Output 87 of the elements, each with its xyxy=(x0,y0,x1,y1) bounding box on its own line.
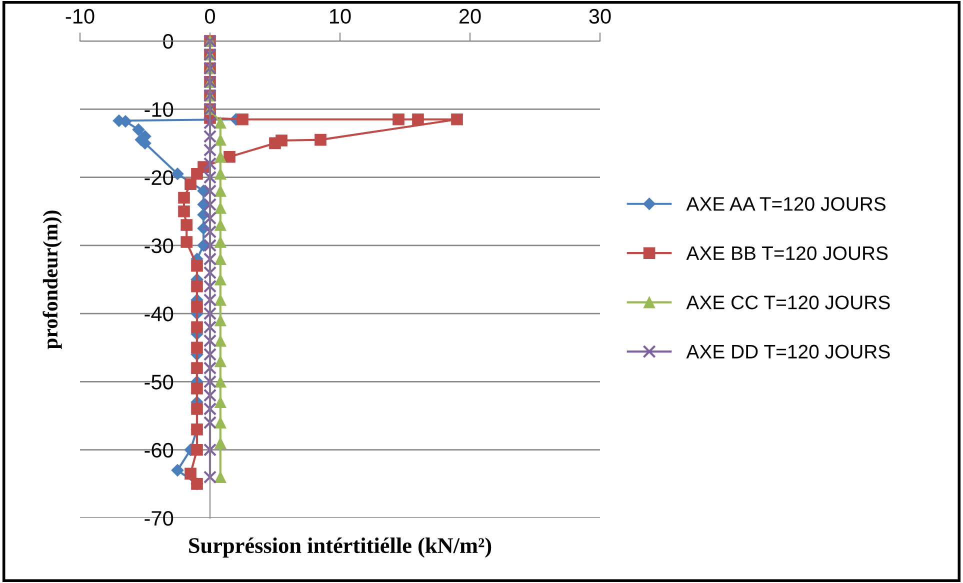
point xyxy=(203,306,217,320)
legend-label: AXE BB T=120 JOURS xyxy=(686,246,888,260)
point xyxy=(203,116,217,130)
point xyxy=(269,137,281,150)
point xyxy=(203,143,217,157)
point xyxy=(214,416,226,429)
point xyxy=(214,376,226,388)
y-tick-label: -70 xyxy=(144,511,174,526)
point xyxy=(203,198,217,212)
point xyxy=(191,260,203,272)
legend-label: AXE DD T=120 JOURS xyxy=(686,344,890,359)
point xyxy=(214,116,226,129)
point xyxy=(191,382,203,394)
point xyxy=(214,471,226,484)
point xyxy=(191,444,203,456)
y-tick-label: -40 xyxy=(144,306,174,322)
point xyxy=(203,212,217,225)
point xyxy=(203,402,217,416)
point xyxy=(214,396,226,408)
point xyxy=(191,280,203,292)
point xyxy=(203,238,217,252)
point xyxy=(191,362,203,374)
point xyxy=(178,192,190,204)
x-tick-label: 20 xyxy=(459,8,481,24)
point xyxy=(392,113,404,126)
point xyxy=(214,253,226,265)
point xyxy=(203,443,217,456)
point xyxy=(214,236,226,248)
point xyxy=(203,157,217,170)
point xyxy=(191,403,203,415)
x-tick-label: -10 xyxy=(66,8,94,24)
point xyxy=(214,134,226,146)
point xyxy=(203,184,217,198)
point xyxy=(203,334,217,348)
point xyxy=(191,168,203,180)
point xyxy=(203,130,217,143)
y-tick-label: -20 xyxy=(144,170,174,186)
x-tick-label: 10 xyxy=(330,8,351,24)
x-tick-label: 30 xyxy=(589,8,611,24)
point xyxy=(214,294,226,306)
point xyxy=(203,320,217,334)
y-axis-title: profondeur(m)) xyxy=(42,210,62,350)
point xyxy=(214,168,226,180)
point xyxy=(203,293,217,307)
point xyxy=(214,150,226,163)
point xyxy=(214,314,226,326)
x-axis-title: Surpréssion intértitiélle (kN/m²) xyxy=(189,537,492,558)
y-tick-label: -60 xyxy=(144,442,174,458)
point xyxy=(203,361,217,375)
point xyxy=(203,375,217,388)
point xyxy=(214,185,226,197)
point xyxy=(191,321,203,334)
point xyxy=(214,202,226,214)
point xyxy=(203,280,217,293)
point xyxy=(214,437,226,449)
point xyxy=(132,123,145,136)
point xyxy=(203,252,217,266)
point xyxy=(191,300,203,313)
legend-label: AXE AA T=120 JOURS xyxy=(686,197,886,211)
point xyxy=(203,225,217,238)
point xyxy=(451,113,463,126)
point xyxy=(203,416,217,430)
point xyxy=(314,134,326,146)
point xyxy=(224,150,236,163)
point xyxy=(180,219,193,231)
point xyxy=(178,205,190,218)
point xyxy=(191,342,203,354)
point xyxy=(203,470,217,484)
x-tick-label: 0 xyxy=(205,8,215,24)
point xyxy=(214,274,226,286)
point xyxy=(214,219,226,231)
y-tick-label: -30 xyxy=(144,238,174,254)
point xyxy=(180,236,193,248)
point xyxy=(214,355,226,368)
y-tick-label: -50 xyxy=(144,374,174,390)
point xyxy=(203,388,217,402)
point xyxy=(203,170,217,184)
y-tick-label: -10 xyxy=(144,102,174,117)
point xyxy=(203,348,217,362)
point xyxy=(171,464,184,477)
point xyxy=(236,113,248,126)
point xyxy=(412,113,424,126)
point xyxy=(184,468,196,480)
point xyxy=(203,266,217,280)
point xyxy=(184,178,196,190)
point xyxy=(214,334,226,347)
legend-label: AXE CC T=120 JOURS xyxy=(686,296,890,310)
